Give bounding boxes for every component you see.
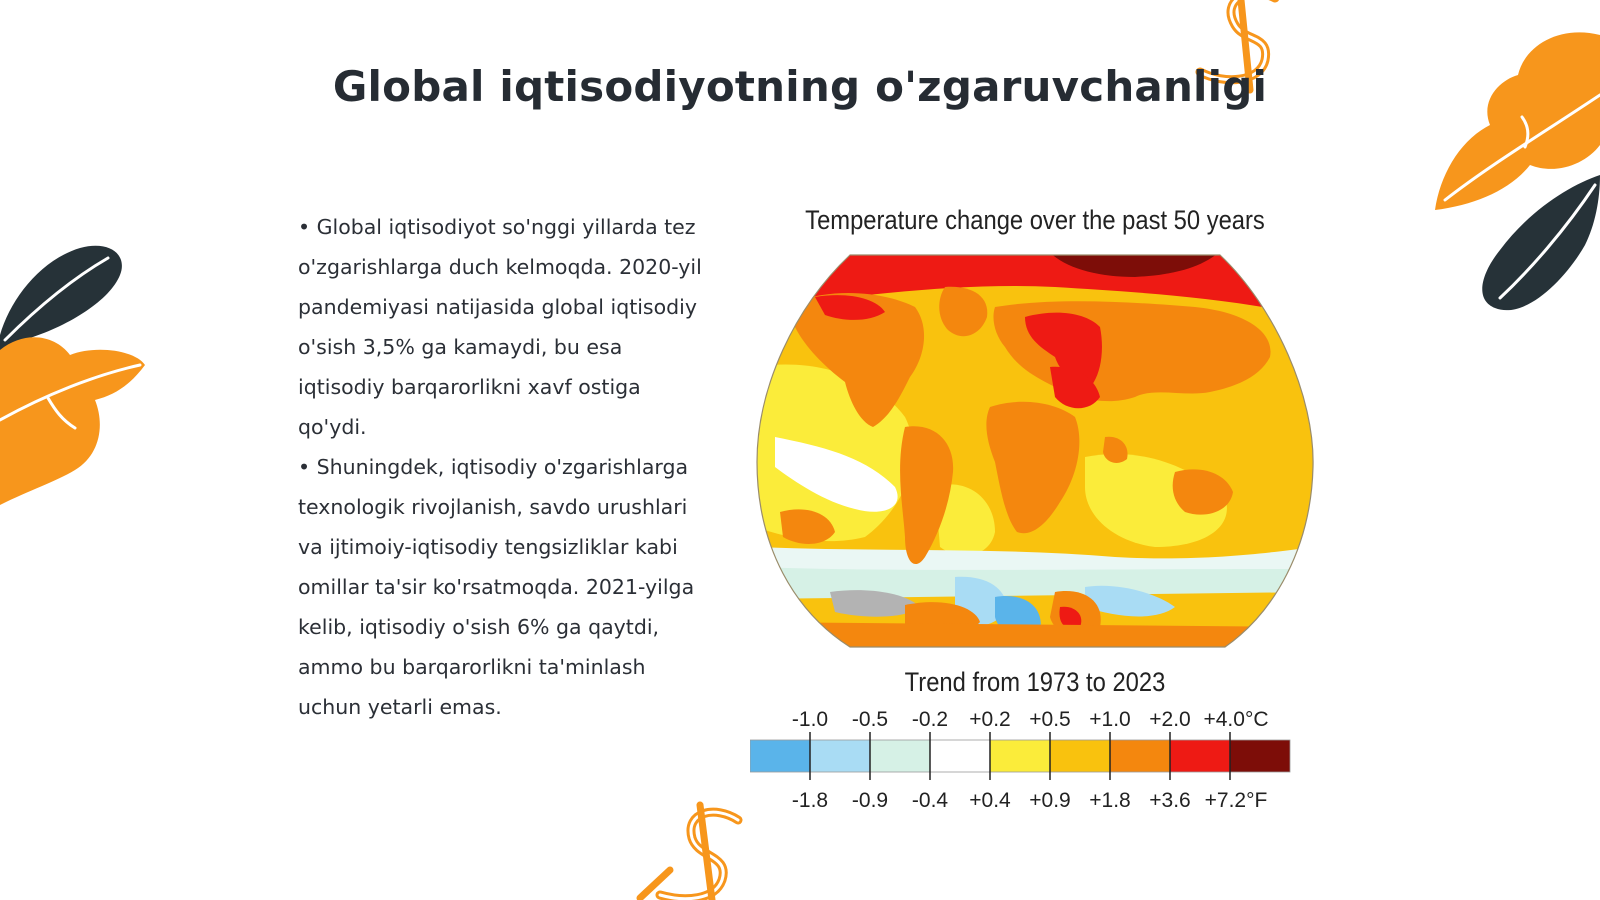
legend-swatch xyxy=(1109,739,1171,773)
legend-swatch xyxy=(750,739,811,773)
figure-title: Temperature change over the past 50 year… xyxy=(805,205,1265,235)
legend-celsius-label: -0.5 xyxy=(852,708,888,731)
legend-fahrenheit-label: +0.4 xyxy=(969,789,1011,812)
legend-fahrenheit-label: +7.2°F xyxy=(1205,789,1268,812)
legend-fahrenheit-label: -0.9 xyxy=(852,789,888,812)
body-text: • Global iqtisodiyot so'nggi yillarda te… xyxy=(298,207,703,727)
slide-title: Global iqtisodiyotning o'zgaruvchanligi xyxy=(332,62,1268,111)
legend-swatch xyxy=(1229,739,1291,773)
legend-celsius-label: -1.0 xyxy=(792,708,828,731)
legend-swatch xyxy=(929,739,991,773)
dollar-sign-icon xyxy=(636,801,743,900)
legend-swatch xyxy=(869,739,931,773)
legend-celsius-label: +0.2 xyxy=(969,708,1010,731)
legend-fahrenheit-label: +1.8 xyxy=(1089,789,1130,812)
orange-leaf-icon xyxy=(1435,32,1600,210)
legend-swatch xyxy=(1169,739,1231,773)
figure-subtitle: Trend from 1973 to 2023 xyxy=(904,667,1166,697)
legend-fahrenheit-label: -0.4 xyxy=(912,789,949,812)
dark-leaf-icon xyxy=(1482,175,1600,311)
legend-celsius-label: -0.2 xyxy=(912,708,948,731)
paragraph-2: • Shuningdek, iqtisodiy o'zgarishlarga t… xyxy=(298,455,695,719)
dollar-sign-icon xyxy=(1195,0,1280,94)
legend-fahrenheit-label: -1.8 xyxy=(792,789,828,812)
legend-celsius-label: +1.0 xyxy=(1089,708,1130,731)
legend-swatch xyxy=(989,739,1051,773)
color-legend: -1.0 -0.5 -0.2 +0.2 +0.5 +1.0 +2.0 +4.0°C -1.8 -0… xyxy=(750,708,1291,812)
orange-leaf-icon xyxy=(0,337,145,505)
dark-leaf-icon xyxy=(0,245,122,358)
world-temperature-map xyxy=(756,254,1314,648)
legend-fahrenheit-label: +0.9 xyxy=(1029,789,1070,812)
legend-fahrenheit-label: +3.6 xyxy=(1149,789,1190,812)
legend-swatch xyxy=(1049,739,1111,773)
legend-celsius-label: +4.0°C xyxy=(1203,708,1268,731)
legend-celsius-label: +2.0 xyxy=(1149,708,1190,731)
legend-celsius-label: +0.5 xyxy=(1029,708,1070,731)
legend-swatch xyxy=(809,739,871,773)
temperature-figure: Temperature change over the past 50 year… xyxy=(750,195,1330,835)
paragraph-1: • Global iqtisodiyot so'nggi yillarda te… xyxy=(298,215,702,439)
